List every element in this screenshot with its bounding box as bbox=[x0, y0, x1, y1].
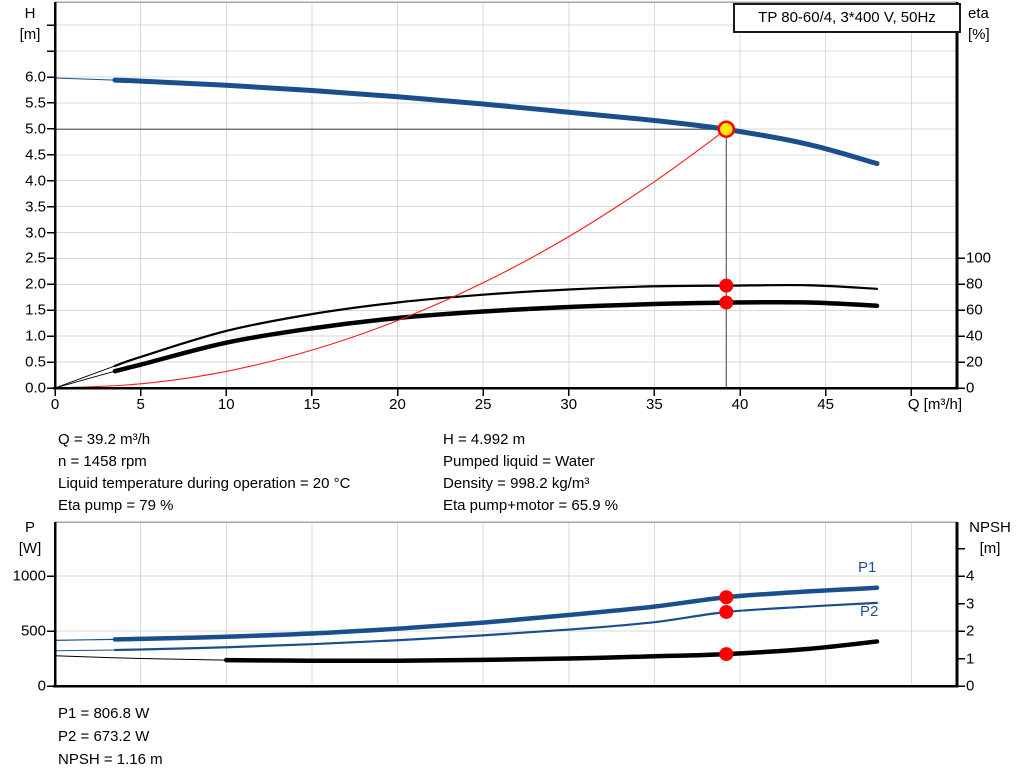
npsh-axis-label: NPSH [m] bbox=[958, 517, 1022, 559]
q-axis-tick-label: 5 bbox=[136, 396, 145, 413]
duty-info-right-column: H = 4.992 m Pumped liquid = Water Densit… bbox=[443, 429, 618, 517]
p-axis-tick-label: 0 bbox=[37, 677, 46, 695]
info-speed: n = 1458 rpm bbox=[58, 453, 147, 470]
h-axis-tick-label: 2.0 bbox=[25, 275, 46, 293]
npsh-axis-label-unit: [m] bbox=[979, 540, 1001, 557]
npsh-axis-tick-label: 1 bbox=[966, 650, 975, 667]
eta-axis-label-symbol: eta bbox=[968, 5, 989, 22]
eta-axis-tick-label: 0 bbox=[966, 379, 975, 397]
curve-h-curve bbox=[112, 77, 880, 167]
p2-series-label: P2 bbox=[860, 603, 879, 620]
eta-pump-motor-duty-dot bbox=[719, 295, 734, 310]
npsh-axis-tick-label: 0 bbox=[966, 677, 975, 695]
curve-system-curve-thin bbox=[54, 128, 727, 389]
h-axis-tick-label: 5.0 bbox=[25, 120, 46, 138]
eta-axis-tick-label: 80 bbox=[966, 275, 983, 293]
info-p1: P1 = 806.8 W bbox=[58, 705, 150, 722]
npsh-axis-label-symbol: NPSH bbox=[969, 519, 1011, 536]
info-head: H = 4.992 m bbox=[443, 431, 526, 448]
npsh-duty-dot bbox=[719, 647, 734, 662]
curve-p1 bbox=[112, 585, 880, 642]
q-axis-tick-label: 20 bbox=[389, 396, 406, 413]
h-axis-tick-label: 1.0 bbox=[25, 327, 46, 345]
eta-pump-duty-dot bbox=[719, 278, 734, 293]
duty-info-left-column: Q = 39.2 m³/h n = 1458 rpm Liquid temper… bbox=[58, 429, 350, 517]
q-axis-tick-label: 10 bbox=[217, 396, 235, 413]
npsh-axis-tick-label: 4 bbox=[966, 567, 975, 585]
h-axis-label-unit: [m] bbox=[19, 26, 41, 43]
h-axis-tick-label: 6.0 bbox=[25, 68, 46, 86]
q-axis-tick-label: 25 bbox=[474, 396, 492, 413]
p1-series-label: P1 bbox=[858, 559, 877, 576]
operating-point-dot bbox=[717, 120, 736, 138]
info-p2: P2 = 673.2 W bbox=[58, 728, 150, 745]
eta-axis-tick-label: 100 bbox=[966, 249, 992, 267]
h-axis-tick-label: 0.0 bbox=[25, 379, 46, 397]
p1-duty-dot bbox=[719, 590, 734, 605]
p2-duty-dot bbox=[719, 604, 734, 619]
info-density: Density = 998.2 kg/m³ bbox=[443, 475, 590, 492]
q-axis-tick-label: 35 bbox=[646, 396, 663, 413]
h-axis-tick-label: 3.0 bbox=[25, 224, 46, 241]
eta-axis-tick-label: 20 bbox=[966, 353, 983, 371]
h-axis-tick-label: 2.5 bbox=[25, 249, 46, 267]
npsh-axis-tick-label: 2 bbox=[966, 622, 975, 640]
curve-eta-pump bbox=[113, 283, 879, 368]
q-axis-tick-label: 0 bbox=[50, 396, 60, 413]
pump-title-box: TP 80-60/4, 3*400 V, 50Hz bbox=[733, 3, 961, 33]
power-info-column: P1 = 806.8 W P2 = 673.2 W NPSH = 1.16 m bbox=[58, 702, 163, 771]
info-eta-pump-motor: Eta pump+motor = 65.9 % bbox=[443, 497, 619, 514]
q-axis-tick-label: 30 bbox=[560, 396, 578, 413]
h-axis-tick-label: 5.5 bbox=[25, 94, 46, 112]
q-axis-tick-label: 40 bbox=[731, 396, 749, 413]
eta-axis-label-unit: [%] bbox=[968, 26, 990, 43]
p-axis-tick-label: 500 bbox=[20, 622, 46, 640]
h-axis-tick-label: 4.5 bbox=[25, 146, 46, 164]
p-axis-tick-label: 1000 bbox=[12, 567, 46, 585]
info-pumped-liquid: Pumped liquid = Water bbox=[443, 453, 595, 470]
p-axis-label-unit: [W] bbox=[18, 540, 42, 557]
h-axis-tick-label: 3.5 bbox=[25, 198, 46, 216]
curve-eta-pump-motor bbox=[112, 299, 880, 374]
eta-axis-label: eta [%] bbox=[968, 3, 990, 45]
info-liquid-temperature: Liquid temperature during operation = 20… bbox=[58, 475, 351, 492]
p-axis-label: P [W] bbox=[8, 517, 52, 559]
info-eta-pump: Eta pump = 79 % bbox=[58, 497, 174, 514]
p-axis-label-symbol: P bbox=[24, 519, 35, 536]
info-flow: Q = 39.2 m³/h bbox=[58, 431, 151, 448]
h-axis-tick-label: 4.0 bbox=[25, 172, 46, 190]
h-axis-label: H [m] bbox=[8, 3, 52, 45]
q-axis-label: Q [m³/h] bbox=[907, 396, 962, 413]
h-axis-tick-label: 0.5 bbox=[25, 353, 46, 371]
eta-axis-tick-label: 40 bbox=[966, 327, 983, 345]
q-axis-tick-label: 15 bbox=[303, 396, 321, 413]
npsh-axis-tick-label: 3 bbox=[966, 595, 975, 612]
h-axis-tick-label: 1.5 bbox=[25, 301, 46, 319]
curve-p2 bbox=[113, 601, 879, 652]
info-npsh: NPSH = 1.16 m bbox=[58, 751, 163, 768]
eta-axis-tick-label: 60 bbox=[966, 301, 983, 319]
curve-npsh bbox=[224, 639, 880, 664]
top-chart-plot-area[interactable] bbox=[55, 2, 957, 388]
q-axis-tick-label: 45 bbox=[817, 396, 834, 413]
h-axis-label-symbol: H bbox=[24, 5, 36, 22]
